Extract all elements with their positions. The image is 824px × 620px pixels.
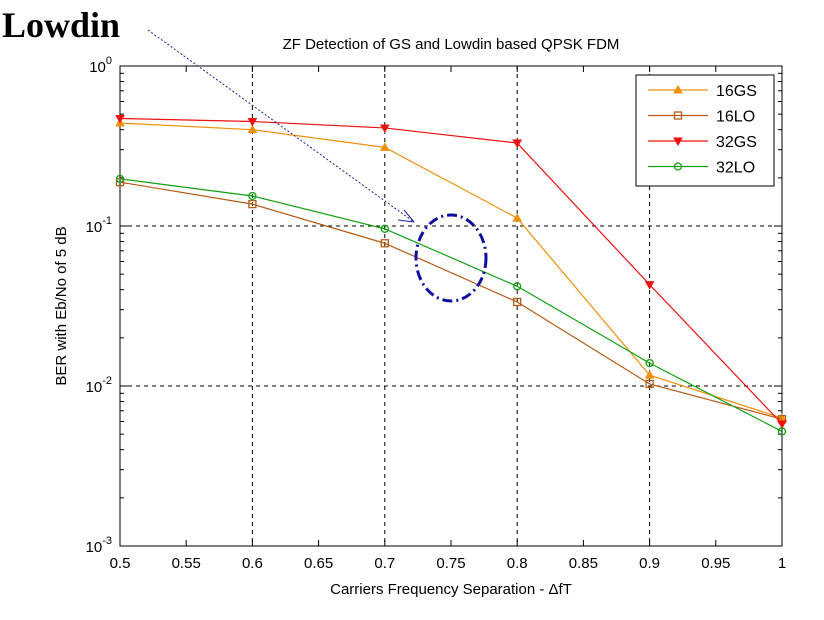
x-tick-label: 0.8: [507, 555, 528, 572]
series-32GS: [115, 114, 787, 429]
x-tick-label: 0.9: [639, 555, 660, 572]
y-tick-label: 10-3: [86, 535, 112, 556]
lowdin-annotation-label: Lowdin: [2, 5, 121, 45]
marker-triangle-up: [379, 142, 390, 151]
x-tick-label: 0.65: [304, 555, 333, 572]
series-line-32GS: [119, 117, 783, 425]
series-32LO: [115, 174, 787, 436]
y-tick-label: 10-2: [86, 375, 112, 396]
x-tick-label: 0.6: [242, 555, 263, 572]
y-axis-label: BER with Eb/No of 5 dB: [53, 226, 70, 385]
marker-triangle-down: [644, 281, 655, 290]
legend-box: [635, 74, 775, 187]
arrow-head-icon: [397, 209, 415, 223]
x-tick-label: 0.75: [436, 555, 465, 572]
x-tick-label: 1: [778, 555, 786, 572]
marker-circle: [513, 282, 522, 291]
legend-label: 32GS: [716, 134, 757, 151]
legend-label: 32LO: [716, 160, 755, 177]
marker-square: [248, 199, 257, 209]
marker-circle: [645, 358, 654, 368]
marker-triangle-up: [512, 213, 523, 222]
marker-triangle-up: [644, 370, 655, 379]
marker-square: [645, 379, 654, 389]
marker-square: [673, 111, 683, 120]
marker-triangle-up: [247, 124, 258, 134]
legend-label: 16LO: [716, 109, 755, 126]
y-tick-label: 10-1: [86, 215, 112, 236]
series-16GS: [115, 118, 787, 422]
marker-triangle-down: [247, 117, 258, 127]
marker-circle: [673, 162, 683, 171]
marker-triangle-down: [673, 137, 683, 147]
x-axis-label: Carriers Frequency Separation - ΔfT: [330, 581, 572, 598]
x-tick-label: 0.7: [374, 555, 395, 572]
marker-triangle-down: [512, 139, 523, 149]
marker-triangle-down: [115, 114, 125, 124]
highlight-ellipse: [414, 213, 488, 303]
x-tick-label: 0.95: [701, 555, 730, 572]
marker-square: [115, 177, 125, 187]
annotation-arrow: [147, 29, 415, 223]
series-line-16GS: [119, 122, 783, 419]
marker-square: [380, 239, 389, 248]
plot-frame: [119, 65, 783, 547]
marker-triangle-up: [673, 84, 683, 94]
marker-circle: [115, 174, 125, 184]
series-line-32LO: [119, 178, 783, 432]
marker-circle: [380, 224, 389, 233]
marker-circle: [777, 427, 787, 436]
legend: 16GS 16LO 32GS 32LO: [635, 74, 775, 187]
marker-triangle-down: [777, 420, 787, 429]
y-tick-label: 100: [89, 55, 112, 76]
x-tick-label: 0.85: [569, 555, 598, 572]
marker-circle: [248, 191, 257, 201]
marker-square: [513, 297, 522, 307]
legend-label: 16GS: [716, 83, 757, 100]
series-line-16LO: [119, 181, 783, 420]
chart-title: ZF Detection of GS and Lowdin based QPSK…: [283, 36, 620, 53]
marker-triangle-down: [379, 124, 390, 133]
x-tick-label: 0.5: [110, 555, 131, 572]
x-tick-label: 0.55: [172, 555, 201, 572]
